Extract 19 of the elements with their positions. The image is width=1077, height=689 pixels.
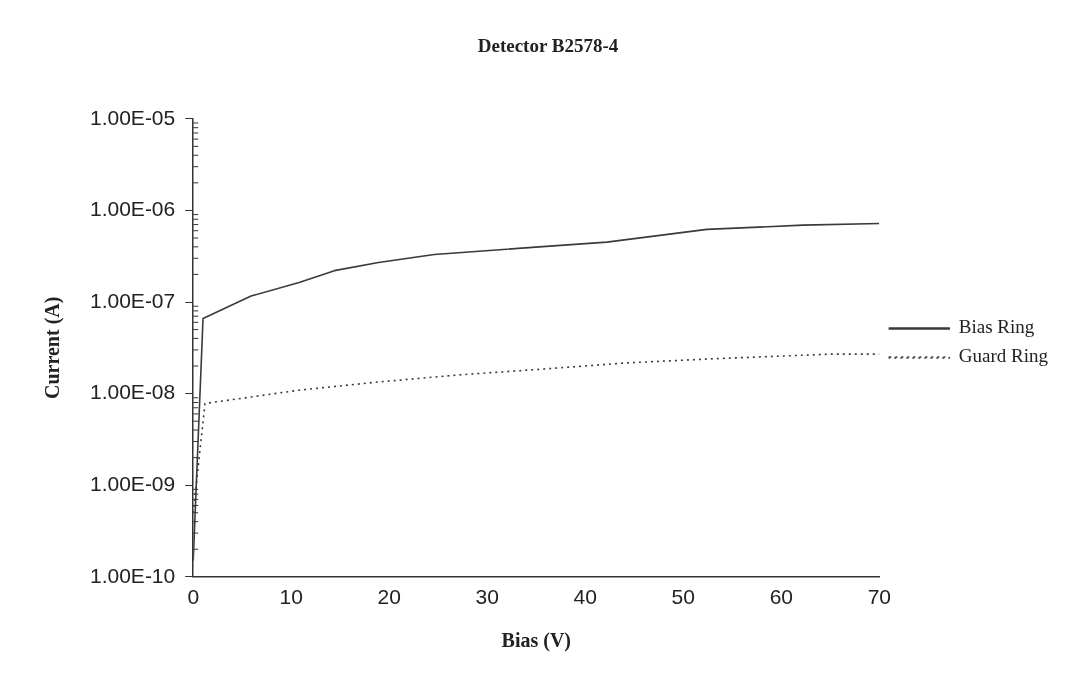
chart-title: Detector B2578-4 <box>477 35 619 57</box>
y-tick-label: 1.00E-10 <box>90 563 176 587</box>
legend-label: Guard Ring <box>958 345 1049 367</box>
x-tick-label: 20 <box>377 585 401 609</box>
x-axis-title: Bias (V) <box>501 629 571 653</box>
y-tick-label: 1.00E-05 <box>90 105 176 129</box>
y-axis-title: Current (A) <box>41 296 65 399</box>
x-tick-label: 60 <box>769 585 793 609</box>
x-tick-label: 40 <box>573 585 597 609</box>
y-tick-label: 1.00E-09 <box>90 472 176 495</box>
y-tick-label: 1.00E-08 <box>90 380 176 404</box>
x-tick-label: 10 <box>279 585 303 609</box>
x-tick-label: 0 <box>187 585 200 609</box>
x-tick-label: 70 <box>867 585 891 609</box>
x-tick-label: 50 <box>671 585 695 609</box>
x-tick-label: 30 <box>475 585 499 609</box>
y-tick-label: 1.00E-07 <box>90 288 176 312</box>
legend-label: Bias Ring <box>958 316 1035 338</box>
y-tick-label: 1.00E-06 <box>90 197 176 221</box>
